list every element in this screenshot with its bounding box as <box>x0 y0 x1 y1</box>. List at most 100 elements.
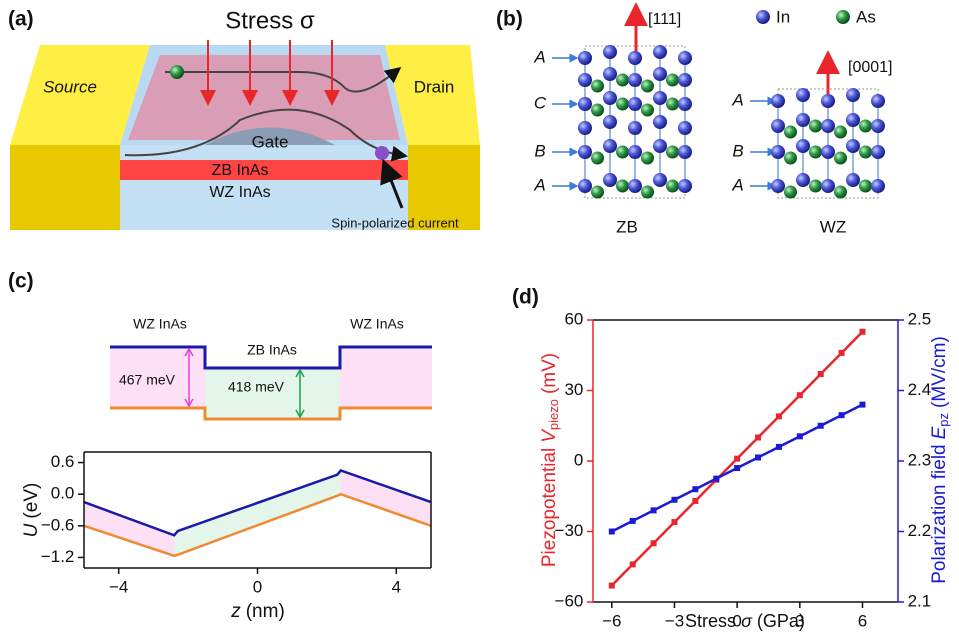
atom <box>771 119 785 133</box>
layer-label: B <box>534 141 545 160</box>
atom <box>771 179 785 193</box>
x-tick-label: −3 <box>665 611 684 630</box>
atom <box>603 139 617 153</box>
atom <box>578 145 592 159</box>
panel-label: (a) <box>8 8 34 31</box>
panel-label: (b) <box>496 8 523 31</box>
atom <box>809 120 822 133</box>
atom <box>578 121 592 135</box>
data-point <box>818 423 824 429</box>
data-point <box>755 435 761 441</box>
wz-right-label: WZ InAs <box>350 316 404 332</box>
data-point <box>818 371 824 377</box>
atom <box>771 145 785 159</box>
atom <box>678 51 692 65</box>
atom <box>628 73 642 87</box>
zb-label: ZB InAs <box>212 162 269 179</box>
layer-label: B <box>732 141 743 160</box>
y2-tick-label: 2.2 <box>908 521 932 540</box>
atom <box>603 67 617 81</box>
atom <box>834 152 847 165</box>
legend-as-marker <box>836 10 850 24</box>
data-point <box>692 486 698 492</box>
x-tick-label: 6 <box>858 611 867 630</box>
y2-tick-label: 2.3 <box>908 450 932 469</box>
y2-tick-label: 2.4 <box>908 380 932 399</box>
atom <box>784 126 797 139</box>
atom <box>641 80 654 93</box>
atom <box>578 179 592 193</box>
data-point <box>671 519 677 525</box>
source-front <box>10 145 120 230</box>
data-point <box>671 497 677 503</box>
atom <box>591 186 604 199</box>
x-tick-label: −6 <box>602 611 621 630</box>
x-unit: (nm) <box>246 601 285 622</box>
atom <box>834 126 847 139</box>
atom <box>641 104 654 117</box>
gap-wz-label: 467 meV <box>119 372 176 388</box>
y2-subscript: pz <box>936 413 951 427</box>
atom <box>784 186 797 199</box>
atom <box>653 45 667 59</box>
direction-wz: [0001] <box>848 59 892 76</box>
data-point <box>630 561 636 567</box>
atom <box>678 97 692 111</box>
atom <box>784 152 797 165</box>
band-diagram: (c) WZ InAs ZB InAs WZ InAs 467 meV 418 … <box>8 270 432 419</box>
spin-electron <box>375 146 389 160</box>
atom <box>653 139 667 153</box>
y-tick-label: −60 <box>555 591 584 610</box>
layer-label: A <box>533 47 545 66</box>
y-axis-label: U(eV) <box>21 483 42 538</box>
y-tick-label: 60 <box>564 309 583 328</box>
data-point <box>755 454 761 460</box>
atom <box>616 74 629 87</box>
atom <box>678 145 692 159</box>
drain-label: Drain <box>414 77 455 96</box>
atom <box>591 152 604 165</box>
data-point <box>713 476 719 482</box>
channel-pink <box>128 55 400 140</box>
atom <box>796 139 810 153</box>
atom <box>666 98 679 111</box>
y-tick-label: 0.6 <box>51 452 75 471</box>
layer-label: A <box>731 90 743 109</box>
data-point <box>651 540 657 546</box>
atom <box>666 180 679 193</box>
panel-label: (d) <box>512 286 539 309</box>
y-unit: (mV) <box>539 353 560 394</box>
data-point <box>797 433 803 439</box>
y2-label-text: Polarization field <box>929 444 950 583</box>
wz-band <box>340 347 432 408</box>
atom <box>603 91 617 105</box>
data-point <box>859 329 865 335</box>
atom <box>603 173 617 187</box>
atom <box>871 119 885 133</box>
legend-in-marker <box>756 10 770 24</box>
atom <box>859 180 872 193</box>
figure: (a) Stress σ Source Drain Gate ZB InAs W… <box>0 0 959 632</box>
data-point <box>734 456 740 462</box>
atom <box>678 179 692 193</box>
x-tick-label: −4 <box>109 577 128 596</box>
x-tick-label: 3 <box>795 611 804 630</box>
atom <box>653 91 667 105</box>
data-point <box>859 402 865 408</box>
atom <box>846 88 860 102</box>
atom <box>603 115 617 129</box>
x-tick-label: 0 <box>732 611 741 630</box>
atom <box>628 121 642 135</box>
data-point <box>734 465 740 471</box>
legend-in: In <box>776 7 790 26</box>
atom <box>591 104 604 117</box>
data-point <box>839 350 845 356</box>
y2-tick-label: 2.1 <box>908 591 932 610</box>
atom <box>821 119 835 133</box>
wz-left-label: WZ InAs <box>133 316 187 332</box>
y2-unit: (MV/cm) <box>929 336 950 408</box>
atom <box>809 146 822 159</box>
x-symbol: z <box>230 601 241 622</box>
atom <box>578 97 592 111</box>
